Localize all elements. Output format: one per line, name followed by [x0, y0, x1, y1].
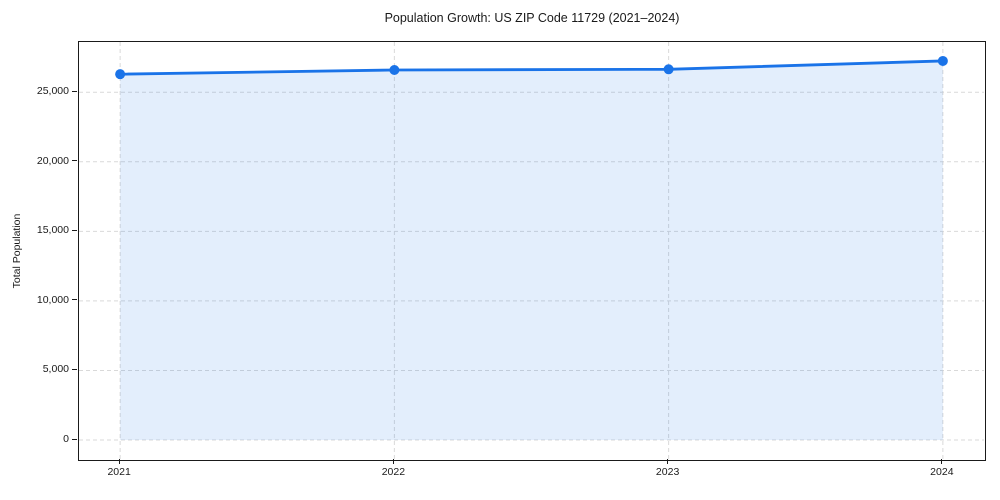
x-tick-mark	[941, 459, 943, 464]
data-point-marker	[663, 64, 674, 75]
y-tick-mark	[72, 160, 77, 162]
y-tick-mark	[72, 368, 77, 370]
data-point-marker	[389, 64, 400, 75]
y-tick-mark	[72, 299, 77, 301]
y-tick-label: 5,000	[42, 363, 69, 376]
y-tick-mark	[72, 229, 77, 231]
y-tick-mark	[72, 90, 77, 92]
plot-area	[78, 41, 986, 461]
population-line	[118, 59, 945, 76]
data-point-marker	[937, 55, 948, 66]
y-tick-label: 15,000	[36, 224, 69, 237]
y-tick-mark	[72, 438, 77, 440]
x-tick-label: 2022	[381, 466, 406, 478]
y-tick-label: 20,000	[36, 154, 69, 167]
x-tick-mark	[118, 459, 120, 464]
x-tick-label: 2024	[930, 466, 954, 478]
y-tick-label: 10,000	[36, 293, 69, 306]
x-tick-mark	[667, 459, 669, 464]
data-point-marker	[115, 69, 126, 80]
chart-title: Population Growth: US ZIP Code 11729 (20…	[384, 11, 680, 25]
y-tick-label: 0	[63, 433, 69, 446]
x-tick-label: 2021	[107, 466, 131, 478]
chart-canvas	[79, 42, 984, 459]
x-tick-label: 2023	[655, 466, 680, 478]
area-fill	[120, 60, 943, 441]
y-tick-label: 25,000	[36, 85, 69, 98]
x-tick-mark	[392, 459, 394, 464]
